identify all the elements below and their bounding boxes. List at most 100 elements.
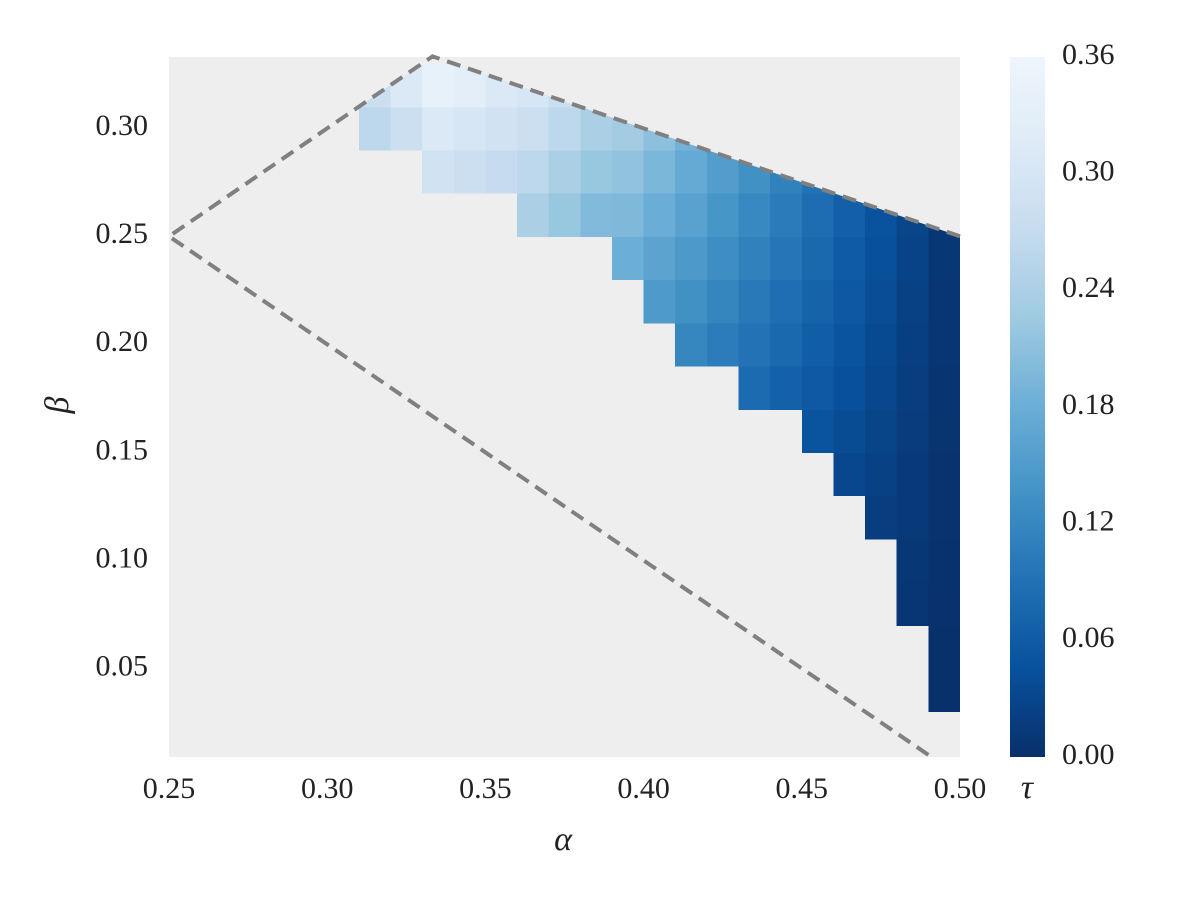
heatmap-cell [770, 279, 803, 324]
heatmap-cell [453, 106, 486, 151]
heatmap-cell [833, 409, 866, 453]
heatmap-cell [865, 279, 898, 324]
heatmap-cell [928, 495, 960, 540]
heatmap-cell [833, 279, 866, 324]
heatmap-cell [801, 365, 835, 410]
heatmap-cell [675, 322, 708, 367]
heatmap-cell [896, 236, 929, 281]
heatmap-cell [801, 236, 835, 281]
heatmap-cell [801, 409, 835, 453]
x-tick-label: 0.40 [617, 772, 670, 805]
heatmap-cell [611, 149, 645, 194]
heatmap-cell [928, 452, 960, 497]
heatmap-cell [928, 322, 960, 367]
heatmap-cell [675, 149, 708, 194]
heatmap-cell [770, 236, 803, 281]
heatmap-cell [580, 149, 613, 194]
heatmap-cell [580, 193, 613, 237]
y-tick-label: 0.30 [96, 109, 149, 142]
colorbar-tick-label: 0.12 [1062, 505, 1115, 538]
heatmap-cell [865, 365, 898, 410]
y-tick-label: 0.05 [96, 649, 149, 682]
colorbar-tick-label: 0.24 [1062, 271, 1115, 304]
heatmap-cell [548, 106, 581, 151]
heatmap-cell [928, 365, 960, 410]
x-tick-label: 0.45 [776, 772, 829, 805]
heatmap-cell [896, 409, 929, 453]
heatmap-cell [643, 236, 676, 281]
x-tick-label: 0.25 [143, 772, 196, 805]
heatmap-cell [675, 236, 708, 281]
heatmap-cell [738, 193, 771, 237]
heatmap-cell [801, 193, 835, 237]
heatmap-cell [896, 538, 929, 583]
heatmap-cell [643, 149, 676, 194]
colorbar-tick-label: 0.18 [1062, 388, 1115, 421]
heatmap-cell [422, 106, 455, 151]
heatmap-cell [453, 149, 486, 194]
heatmap-cell [738, 236, 771, 281]
heatmap-cell [738, 365, 771, 410]
heatmap-cell [928, 625, 960, 670]
heatmap-cell [611, 193, 645, 237]
heatmap-cell [928, 236, 960, 281]
heatmap-cell [706, 193, 740, 237]
heatmap-cell [865, 409, 898, 453]
heatmap-cell [485, 149, 518, 194]
heatmap-cell [611, 236, 645, 281]
heatmap-cell [770, 322, 803, 367]
heatmap-cell [675, 279, 708, 324]
heatmap-cell [706, 236, 740, 281]
boundary-line [165, 54, 961, 757]
heatmap-cell [865, 452, 898, 497]
heatmap-cell [833, 236, 866, 281]
x-tick-label: 0.35 [459, 772, 512, 805]
heatmap-cell [833, 365, 866, 410]
heatmap-cell [738, 279, 771, 324]
heatmap-cell [865, 322, 898, 367]
heatmap-cell [896, 322, 929, 367]
heatmap-cell [770, 193, 803, 237]
heatmap-cell [896, 365, 929, 410]
heatmap-cell [548, 149, 581, 194]
heatmap-cell [422, 149, 455, 194]
heatmap-cell [517, 106, 550, 151]
y-tick-label: 0.20 [96, 325, 149, 358]
heatmap-cell [390, 106, 423, 151]
heatmap-cell [358, 106, 392, 151]
x-axis-label: α [554, 821, 573, 858]
heatmap-cell [643, 279, 676, 324]
heatmap-cell [738, 322, 771, 367]
plot-area [165, 54, 961, 757]
y-axis-label: β [39, 396, 76, 414]
colorbar-tick-label: 0.36 [1062, 38, 1115, 71]
colorbar-tick-label: 0.00 [1062, 738, 1115, 771]
heatmap-cell [928, 279, 960, 324]
heatmap-cell [833, 452, 866, 497]
heatmap-cell [770, 365, 803, 410]
x-tick-label: 0.50 [934, 772, 987, 805]
heatmap-cell [485, 106, 518, 151]
heatmap-cell [865, 236, 898, 281]
y-tick-label: 0.10 [96, 541, 149, 574]
heatmap-cell [833, 322, 866, 367]
heatmap-cell [928, 582, 960, 626]
heatmap-cell [896, 452, 929, 497]
heatmap-cell [675, 193, 708, 237]
heatmap-cell [801, 322, 835, 367]
heatmap-cell [865, 495, 898, 540]
heatmap-cells [358, 63, 960, 713]
y-tick-label: 0.25 [96, 217, 149, 250]
colorbar [1010, 57, 1045, 757]
colorbar-label: τ [1021, 769, 1035, 806]
heatmap-cell [896, 582, 929, 626]
heatmap-cell [896, 279, 929, 324]
heatmap-cell [517, 193, 550, 237]
heatmap-cell [801, 279, 835, 324]
x-tick-label: 0.30 [301, 772, 354, 805]
heatmap-cell [517, 149, 550, 194]
heatmap-cell [706, 322, 740, 367]
y-tick-label: 0.15 [96, 433, 149, 466]
heatmap-cell [928, 668, 960, 713]
